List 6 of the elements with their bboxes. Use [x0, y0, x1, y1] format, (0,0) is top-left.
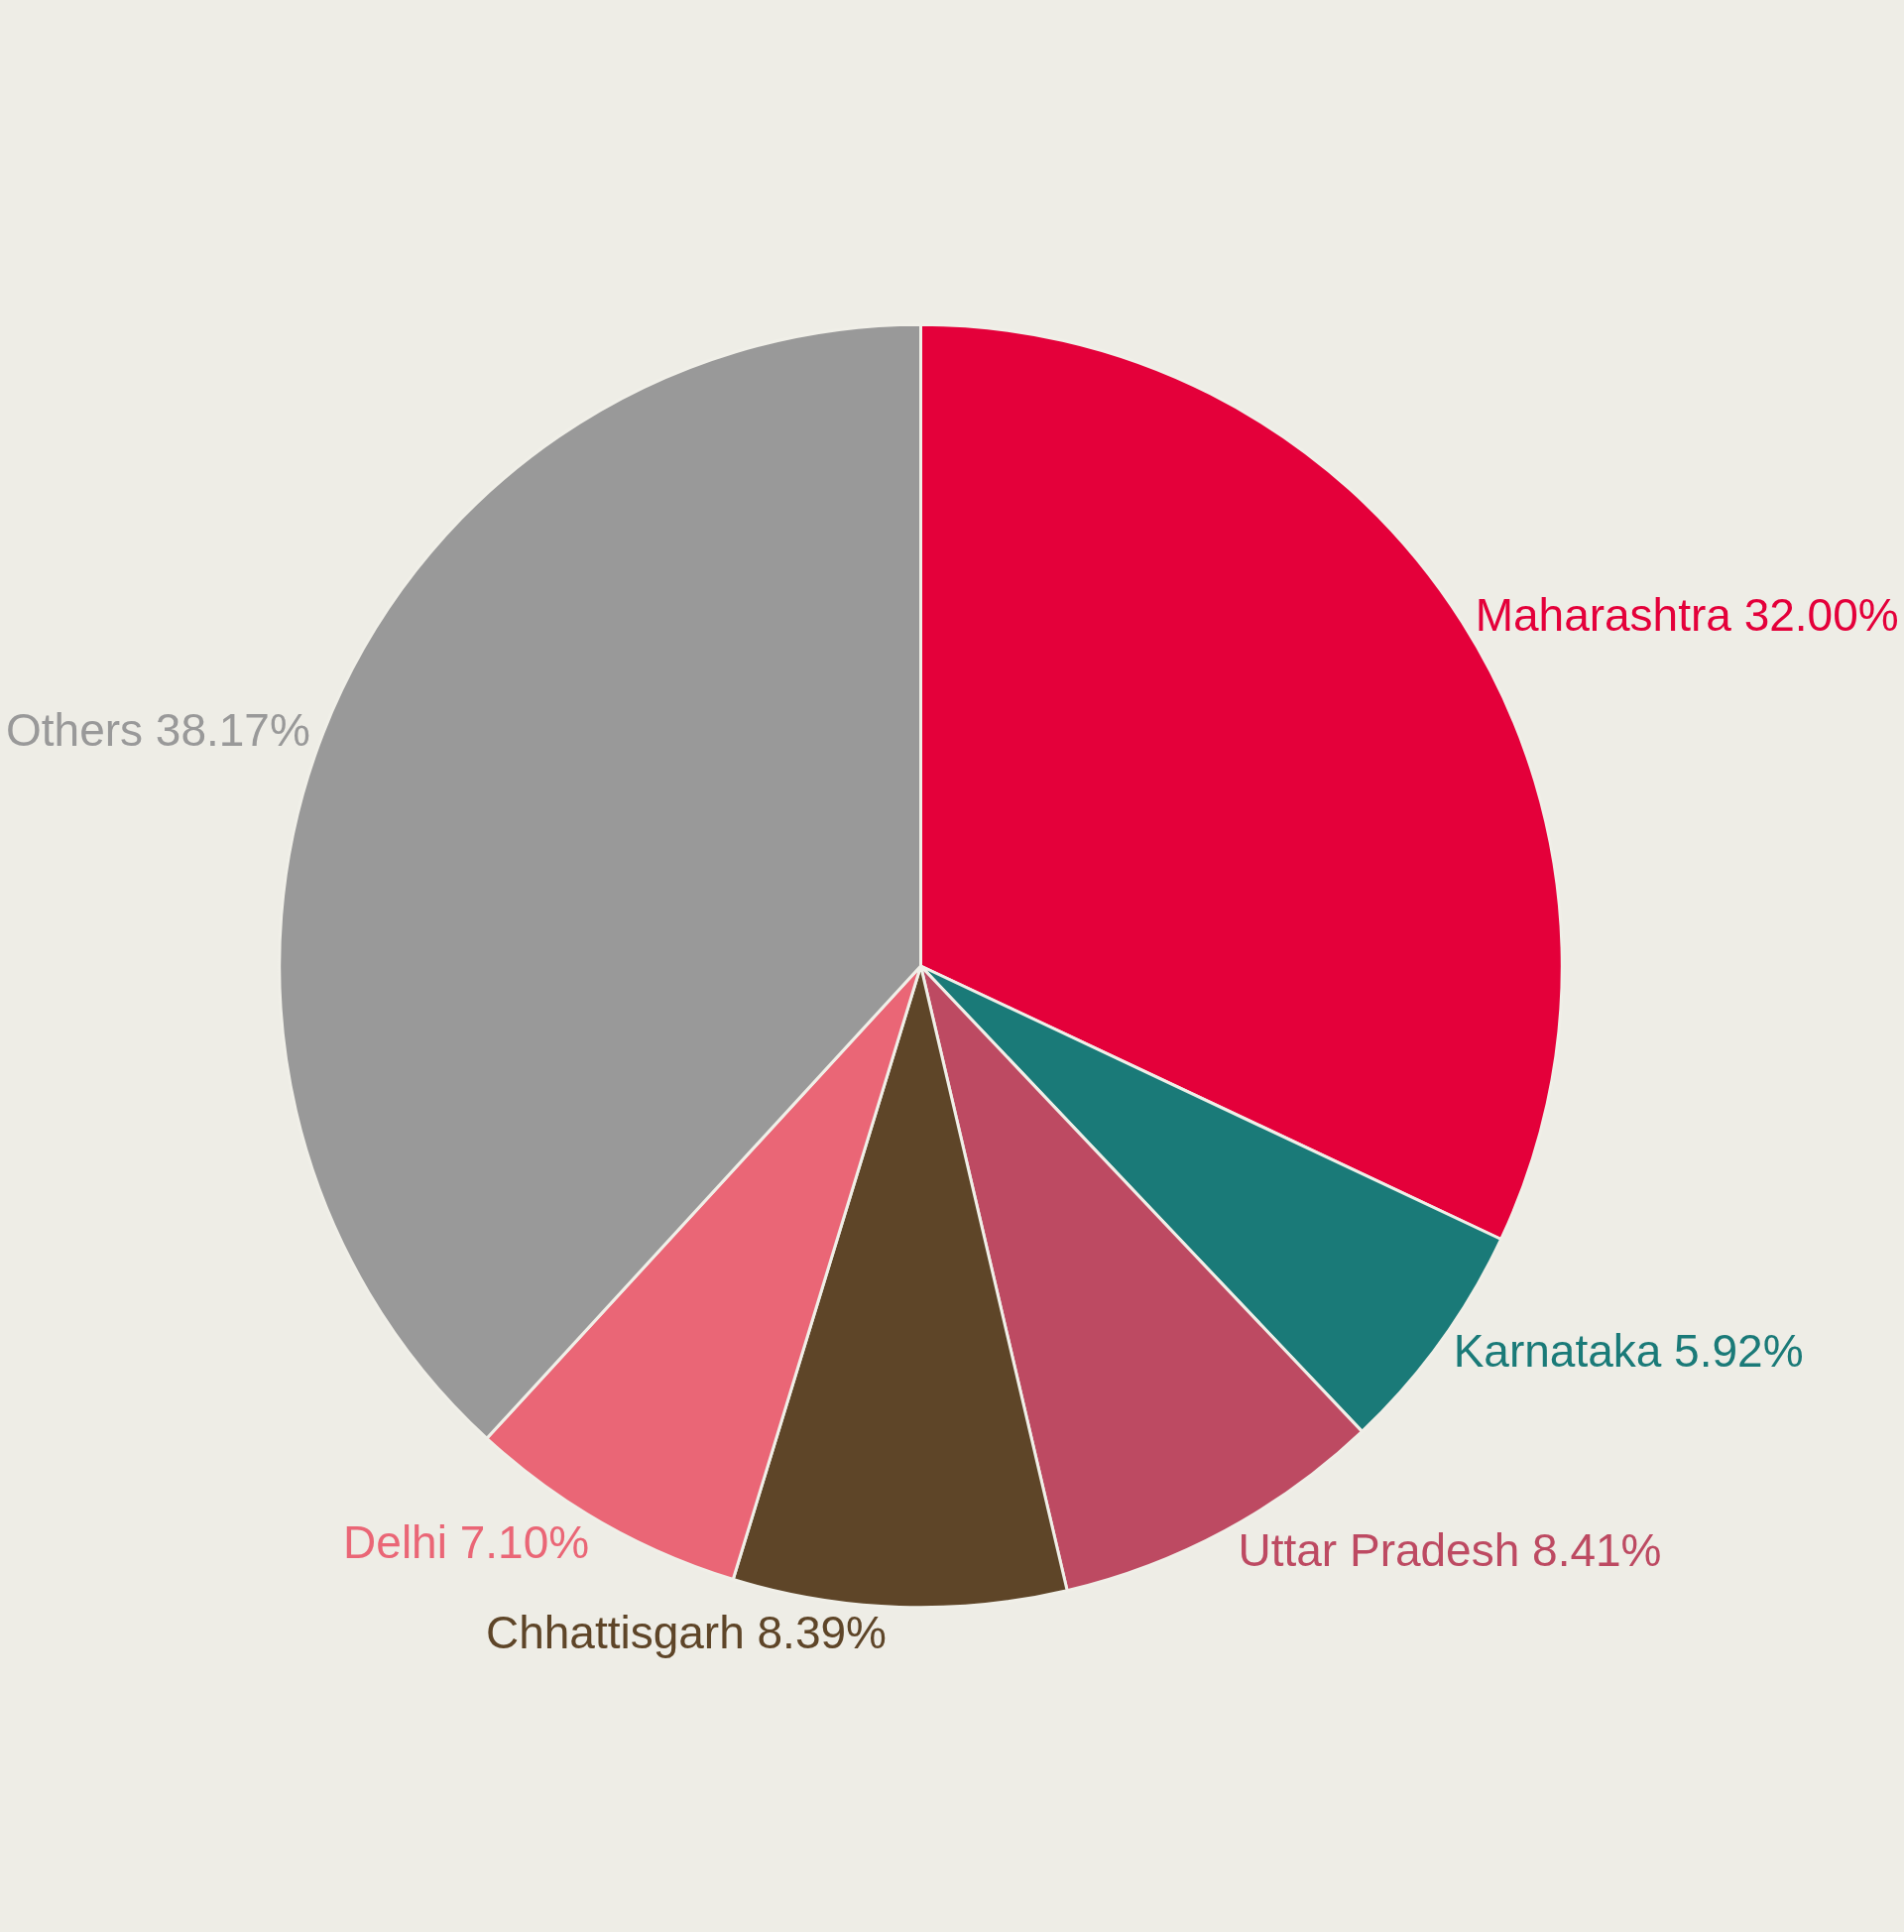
- slice-label: Maharashtra 32.00%: [1475, 589, 1899, 642]
- slice-label: Delhi 7.10%: [343, 1515, 590, 1568]
- slice-label: Others 38.17%: [5, 703, 310, 756]
- slice-label: Karnataka 5.92%: [1453, 1324, 1804, 1377]
- slice-label: Chhattisgarh 8.39%: [485, 1607, 887, 1659]
- slice-label: Uttar Pradesh 8.41%: [1238, 1524, 1662, 1577]
